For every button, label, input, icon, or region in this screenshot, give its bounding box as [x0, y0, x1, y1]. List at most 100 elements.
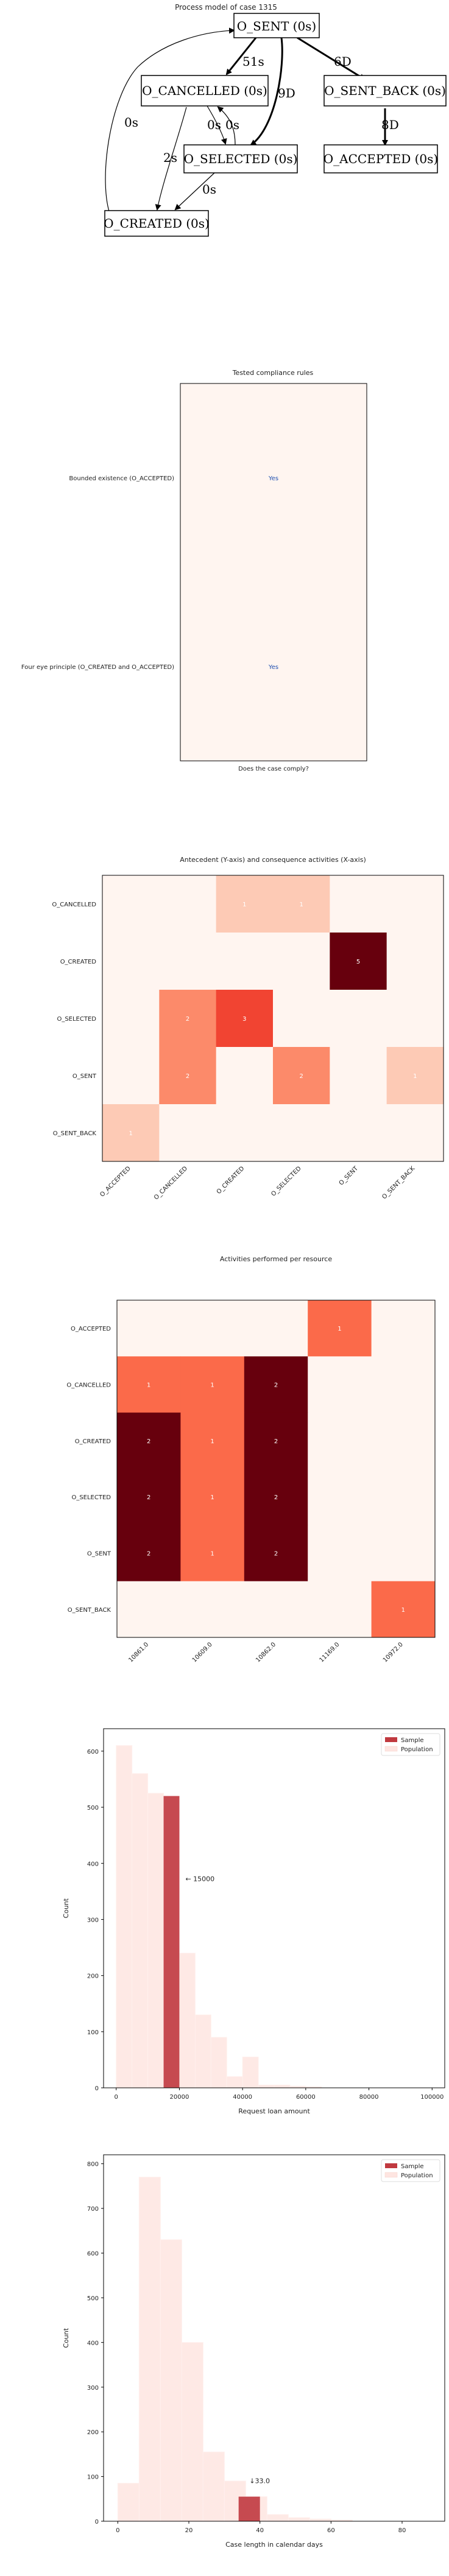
heatmap-cell: [371, 1469, 436, 1525]
node-o-accepted-label: O_ACCEPTED (0s): [323, 152, 438, 166]
heatmap-col-label: O_ACCEPTED: [99, 1165, 132, 1199]
x-tick-label: 60: [327, 2527, 335, 2534]
heatmap-cell: [117, 1300, 181, 1357]
edge-label-cancelled-created: 2s: [163, 150, 177, 165]
node-o-created: O_CREATED (0s): [104, 210, 210, 237]
population-bar: [138, 2177, 161, 2522]
heatmap-cell-value: 3: [242, 1016, 246, 1023]
edge-label-sent-sentback: 6D: [334, 54, 352, 69]
heatmap-cell: [244, 1525, 308, 1582]
process-model-diagram: Process model of case 1315 51s 9D 6D 0s …: [104, 3, 447, 237]
heatmap-cell: [117, 1581, 181, 1638]
heatmap-cell: [273, 933, 330, 990]
heatmap-cell: [308, 1412, 372, 1469]
population-bar: [202, 2451, 225, 2522]
population-bar: [210, 2037, 227, 2088]
y-tick-label: 600: [87, 2251, 99, 2258]
heatmap-cell: [273, 1104, 330, 1162]
compliance-cell-bounded-existence: [180, 383, 367, 572]
heatmap-cell-value: 5: [356, 959, 360, 965]
heatmap-cell: [371, 1412, 436, 1469]
x-tick-label: 0: [116, 2527, 119, 2534]
y-tick-label: 100: [87, 2474, 99, 2481]
legend-label-population: Population: [401, 2172, 433, 2179]
heatmap-cell: [244, 1469, 308, 1525]
heatmap-cell: [273, 875, 330, 933]
heatmap-cell: [180, 1581, 245, 1638]
heatmap-cell: [330, 933, 387, 990]
y-tick-label: 200: [87, 2429, 99, 2436]
edge-label-selected-cancelled: 0s: [225, 117, 239, 132]
compliance-row-label-four-eye: Four eye principle (O_CREATED and O_ACCE…: [21, 664, 174, 671]
population-bar: [309, 2518, 331, 2522]
x-axis-label: Request loan amount: [238, 2107, 310, 2115]
y-tick-label: 200: [87, 1973, 99, 1980]
sample-annotation: ↓33.0: [249, 2477, 270, 2485]
heatmap-row-label: O_CREATED: [75, 1438, 111, 1445]
heatmap-cell: [102, 1104, 160, 1162]
heatmap-cell: [273, 990, 330, 1048]
y-tick-label: 500: [87, 1805, 99, 1811]
y-tick-label: 600: [87, 1749, 99, 1755]
heatmap-cell: [371, 1581, 436, 1638]
heatmap-cell: [244, 1581, 308, 1638]
heatmap-title: Antecedent (Y-axis) and consequence acti…: [180, 856, 366, 864]
heatmap-cell: [308, 1300, 372, 1357]
node-o-selected-label: O_SELECTED (0s): [184, 152, 298, 166]
loan-amount-histogram: 0 20000 40000 60000 80000 100000 0 100 200 300 400…: [62, 1728, 445, 2115]
compliance-rules-chart: Tested compliance rules Bounded existenc…: [21, 369, 367, 772]
population-bar: [147, 1793, 164, 2088]
heatmap-row-label: O_SENT_BACK: [53, 1130, 97, 1137]
population-bar: [160, 2239, 182, 2522]
edge-label-created-sent: 0s: [124, 115, 138, 130]
compliance-value-four-eye: Yes: [268, 664, 278, 671]
heatmap-cell: [371, 1356, 436, 1413]
heatmap-cell-value: 2: [274, 1551, 278, 1558]
legend-swatch-population: [384, 1746, 398, 1752]
heatmap-row-label: O_SENT: [87, 1551, 111, 1558]
heatmap-row-label: O_CREATED: [60, 959, 97, 965]
heatmap-cell: [102, 875, 160, 933]
heatmap-cell-value: 1: [413, 1073, 417, 1080]
node-o-sent: O_SENT (0s): [233, 13, 320, 38]
y-axis-label: Count: [62, 2328, 70, 2348]
population-bar: [274, 2084, 291, 2088]
heatmap-cell-value: 1: [299, 901, 303, 908]
heatmap-cell: [102, 933, 160, 990]
population-bar: [179, 1953, 196, 2088]
y-tick-label: 0: [95, 2085, 99, 2092]
antecedent-consequence-heatmap: Antecedent (Y-axis) and consequence acti…: [52, 856, 444, 1201]
legend-label-sample: Sample: [401, 2163, 424, 2170]
heatmap-frame: [102, 875, 444, 1162]
sample-bar: [163, 1796, 180, 2088]
population-bar: [266, 2514, 289, 2522]
x-tick-label: 20000: [170, 2094, 189, 2101]
edge-label-sent-selected: 9D: [278, 86, 295, 100]
population-bar: [117, 2483, 140, 2522]
heatmap-col-label: 10861.0: [127, 1641, 150, 1664]
heatmap-cell: [330, 1104, 387, 1162]
compliance-value-bounded-existence: Yes: [268, 475, 278, 482]
edge-selected-created: [174, 172, 215, 211]
population-bar: [181, 2342, 203, 2522]
heatmap-cell: [308, 1525, 372, 1582]
x-tick-label: 40000: [233, 2094, 252, 2101]
plot-frame: [103, 1728, 445, 2088]
heatmap-cell-value: 1: [242, 901, 246, 908]
population-bar: [194, 2014, 211, 2088]
heatmap-row-label: O_ACCEPTED: [71, 1326, 111, 1332]
node-o-accepted: O_ACCEPTED (0s): [323, 144, 438, 173]
heatmap-col-label: O_CREATED: [216, 1165, 246, 1195]
heatmap-cell: [180, 1356, 245, 1413]
diagram-nodes: O_SENT (0s) O_CANCELLED (0s) O_SENT_BACK…: [104, 13, 447, 237]
heatmap-cell: [244, 1356, 308, 1413]
plot-frame: [103, 2154, 445, 2522]
node-o-cancelled-label: O_CANCELLED (0s): [142, 83, 267, 98]
sample-annotation: ← 15000: [185, 1875, 214, 1883]
heatmap-cell: [386, 990, 444, 1048]
heatmap-cell: [159, 933, 217, 990]
heatmap-row-label: O_CANCELLED: [52, 901, 96, 908]
compliance-x-axis-label: Does the case comply?: [238, 766, 309, 772]
edge-selected-cancelled: [217, 106, 236, 145]
